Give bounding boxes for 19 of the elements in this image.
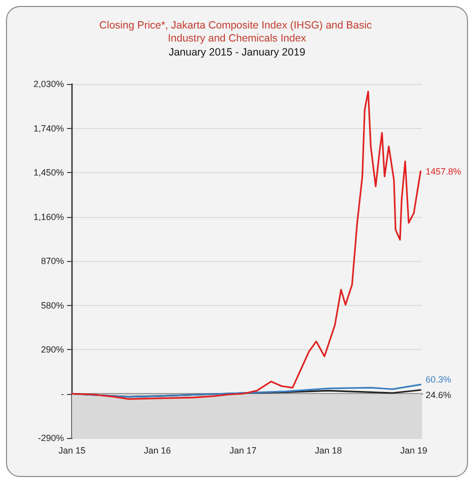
x-tick-label: Jan 16 xyxy=(144,446,171,456)
y-tick-label: - xyxy=(61,388,64,399)
chart-subtitle: January 2015 - January 2019 xyxy=(168,46,306,58)
x-tick-label: Jan 15 xyxy=(58,446,86,456)
y-tick-label: 1,740% xyxy=(33,123,64,134)
data-label: 1457.8% xyxy=(426,166,462,176)
x-tick-label: Jan 18 xyxy=(314,446,342,456)
y-tick-label: 2,030% xyxy=(33,79,64,89)
x-tick-label: Jan 19 xyxy=(400,446,428,456)
y-tick-label: 580% xyxy=(40,300,64,310)
y-tick-label: 1,450% xyxy=(33,168,64,178)
y-tick-label: 870% xyxy=(40,256,64,266)
data-label: 24.6% xyxy=(426,390,452,400)
y-tick-label: -290% xyxy=(38,433,64,443)
data-label: 60.3% xyxy=(426,374,452,385)
chart-title: Closing Price*, Jakarta Composite Index (IHSG) and Basic Industry and Chemicals Index xyxy=(99,20,375,44)
y-tick-label: 290% xyxy=(40,344,64,354)
x-tick-label: Jan 17 xyxy=(230,446,257,456)
y-tick-label: 1,160% xyxy=(33,212,64,222)
